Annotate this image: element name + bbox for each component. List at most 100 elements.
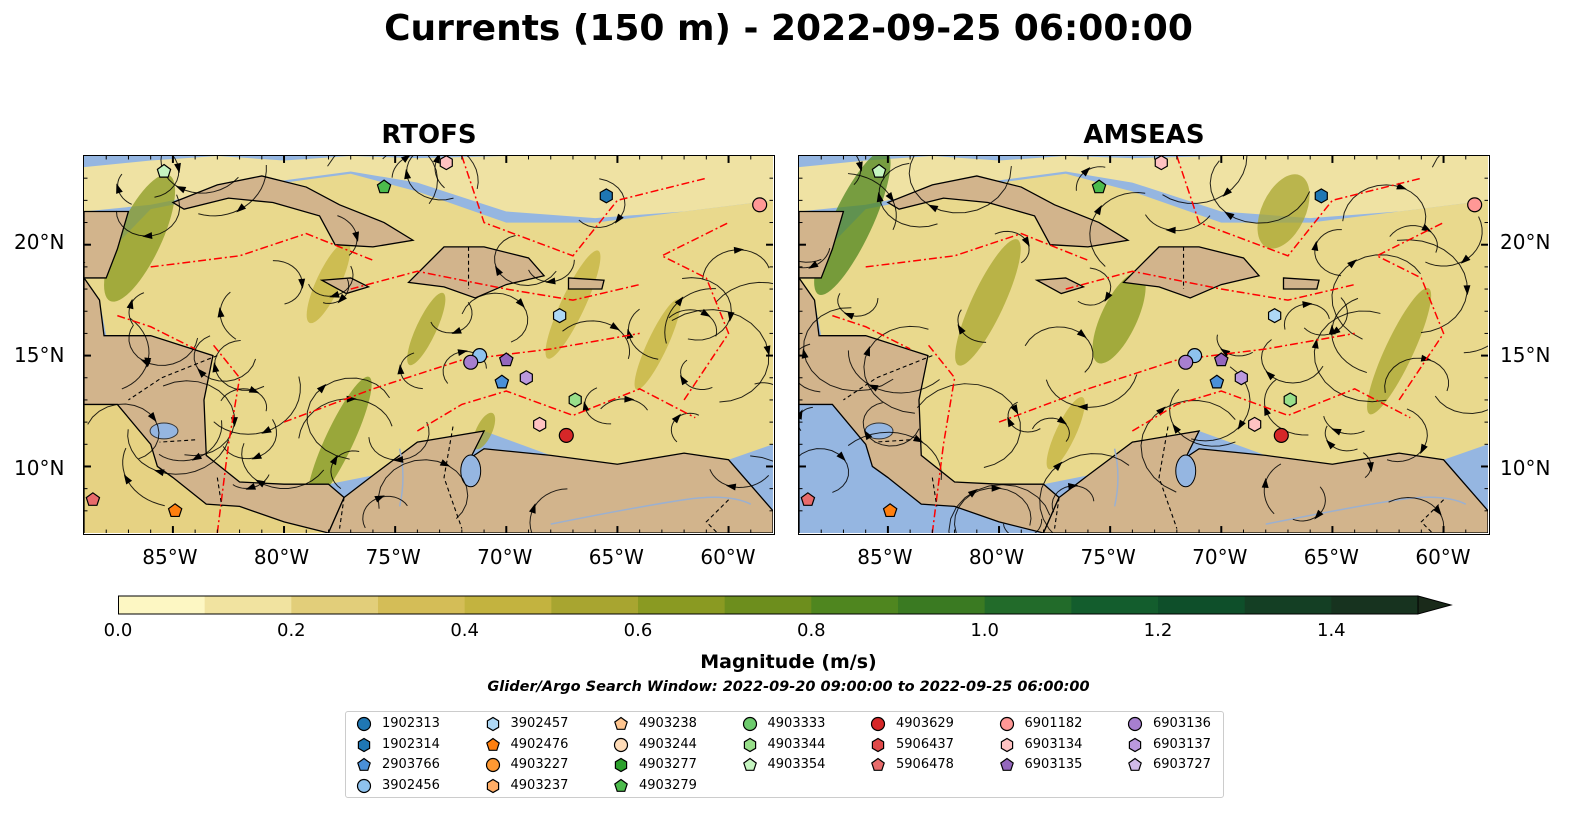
streamline-arrow bbox=[967, 488, 978, 498]
eez-boundary bbox=[865, 232, 1089, 268]
magnitude-field bbox=[84, 404, 329, 533]
streamline bbox=[715, 281, 773, 303]
streamline-arrow bbox=[1172, 423, 1182, 434]
lake-nicaragua bbox=[149, 422, 179, 440]
country-border bbox=[843, 355, 933, 401]
country-border bbox=[1420, 499, 1444, 533]
streamline bbox=[162, 380, 235, 457]
streamline-arrow bbox=[400, 156, 411, 163]
legend-label: 5906478 bbox=[896, 757, 954, 772]
streamline-arrow bbox=[863, 345, 870, 357]
streamline-arrow bbox=[863, 429, 873, 441]
magnitude-field bbox=[799, 404, 1044, 533]
float-marker-6903136 bbox=[1178, 354, 1194, 370]
streamline bbox=[1463, 345, 1488, 354]
streamline-arrow bbox=[1265, 370, 1276, 381]
streamline-arrow bbox=[316, 383, 327, 394]
lat-tick-label: 10°N bbox=[14, 456, 65, 480]
legend-label: 4903227 bbox=[510, 757, 569, 772]
streamline-arrow bbox=[674, 296, 684, 307]
streamline-arrow bbox=[528, 503, 536, 514]
float-marker-6903134 bbox=[1248, 416, 1262, 432]
streamline-arrow bbox=[1007, 416, 1015, 428]
streamline-arrow bbox=[843, 312, 855, 320]
colorbar-tick-label: 0.8 bbox=[797, 620, 826, 641]
eez-boundary bbox=[998, 332, 1355, 423]
streamline bbox=[87, 403, 160, 460]
hexagon-marker-icon bbox=[871, 737, 885, 752]
lake-maracaibo bbox=[460, 454, 482, 488]
streamline-arrow bbox=[217, 307, 225, 318]
streamline-arrow bbox=[885, 192, 895, 203]
streamline-arrow bbox=[495, 265, 503, 277]
streamline-arrow bbox=[329, 454, 338, 466]
pentagon-marker-icon bbox=[614, 716, 628, 730]
map-rtofs[interactable] bbox=[83, 155, 775, 535]
float-marker-4903629 bbox=[558, 427, 574, 443]
central-america-land bbox=[799, 276, 1060, 533]
lon-tick-label: 85°W bbox=[142, 545, 198, 569]
country-border bbox=[705, 499, 729, 533]
eez-boundary bbox=[927, 344, 956, 533]
streamline-arrow bbox=[1302, 301, 1313, 309]
streamline bbox=[461, 292, 529, 343]
colorbar-segment bbox=[464, 596, 552, 614]
circle-marker-icon bbox=[356, 778, 372, 793]
eez-boundary bbox=[1375, 221, 1445, 401]
float-marker-6903135 bbox=[498, 352, 514, 367]
streamline bbox=[948, 484, 1051, 533]
streamline-arrow bbox=[1347, 259, 1357, 269]
float-marker-1902314 bbox=[599, 188, 613, 204]
colorbar-segment bbox=[204, 596, 292, 614]
streamline-arrow bbox=[733, 246, 745, 254]
colorbar-segment bbox=[291, 596, 379, 614]
streamline-arrow bbox=[1420, 443, 1428, 455]
float-marker-6903134 bbox=[533, 416, 547, 432]
float-marker-2903766 bbox=[494, 374, 510, 389]
streamline bbox=[327, 156, 439, 204]
float-marker-4902476 bbox=[882, 503, 898, 518]
eez-boundary bbox=[150, 232, 374, 268]
colorbar-segment bbox=[118, 596, 206, 614]
country-border bbox=[216, 477, 223, 507]
streamline-arrow bbox=[582, 401, 590, 412]
float-marker-6903136 bbox=[463, 354, 479, 370]
current-magnitude-blob bbox=[634, 299, 681, 390]
colorbar-tick-label: 1.2 bbox=[1143, 620, 1173, 641]
streamline bbox=[1089, 192, 1146, 267]
river bbox=[550, 496, 752, 525]
map-amseas[interactable] bbox=[798, 155, 1490, 535]
eez-boundary bbox=[832, 314, 911, 350]
river bbox=[1113, 448, 1119, 507]
streamlines bbox=[799, 156, 1488, 533]
legend-label: 6903135 bbox=[1024, 757, 1083, 772]
float-marker-1902314 bbox=[1314, 188, 1328, 204]
circle-marker-icon bbox=[1127, 716, 1143, 732]
current-magnitude-blob bbox=[1257, 174, 1310, 249]
colorbar-label: Magnitude (m/s) bbox=[700, 651, 877, 673]
streamline-arrow bbox=[1010, 404, 1019, 415]
colorbar-tick-label: 1.4 bbox=[1317, 620, 1346, 641]
streamline bbox=[799, 448, 849, 493]
lat-tick-label: 20°N bbox=[14, 230, 65, 254]
streamline-arrow bbox=[1156, 406, 1166, 416]
hexagon-marker-icon bbox=[486, 778, 499, 793]
current-magnitude-blob bbox=[545, 250, 601, 359]
river bbox=[1265, 496, 1467, 525]
yucatan-land bbox=[799, 210, 845, 279]
streamline-arrow bbox=[1366, 462, 1374, 473]
legend-label: 4903279 bbox=[639, 777, 697, 793]
legend-label: 6903136 bbox=[1153, 716, 1211, 731]
legend-label: 1902313 bbox=[382, 716, 440, 731]
streamline-arrow bbox=[1220, 348, 1231, 357]
float-marker-5906478 bbox=[85, 492, 101, 506]
current-magnitude-blob bbox=[814, 156, 891, 295]
colorbar-extend-arrow bbox=[1417, 595, 1453, 615]
streamline bbox=[1396, 239, 1468, 334]
streamline-arrow bbox=[1328, 324, 1336, 335]
pentagon-marker-icon bbox=[614, 778, 628, 792]
hexagon-marker-icon bbox=[614, 757, 628, 773]
streamline-arrow bbox=[126, 298, 134, 310]
streamline-arrow bbox=[1237, 419, 1246, 430]
streamline-arrow bbox=[1222, 187, 1233, 197]
